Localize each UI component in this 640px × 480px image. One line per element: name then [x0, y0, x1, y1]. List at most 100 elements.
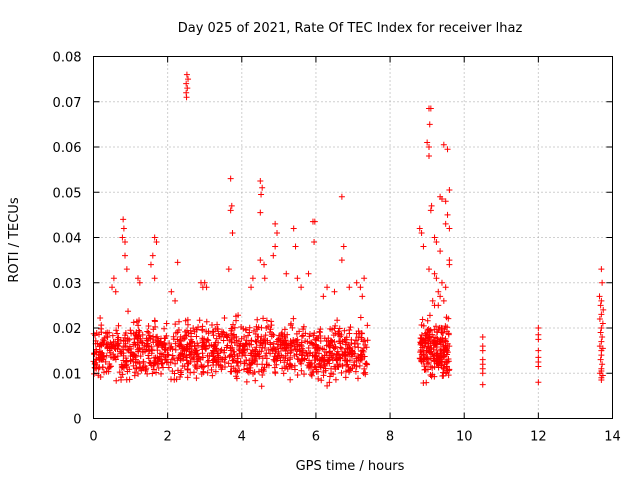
data-point [346, 327, 353, 334]
data-point [172, 329, 179, 336]
data-point [104, 365, 111, 372]
data-point [342, 374, 349, 381]
y-tick-label: 0.03 [53, 277, 82, 292]
data-point [190, 354, 197, 361]
data-point [342, 341, 349, 348]
data-point [250, 327, 257, 334]
data-point [435, 288, 442, 295]
data-point [353, 330, 360, 337]
data-point [248, 284, 255, 291]
data-point [174, 357, 181, 364]
data-point [228, 336, 235, 343]
data-point [272, 369, 279, 376]
data-point [429, 350, 436, 357]
data-point [158, 343, 165, 350]
data-point [248, 352, 255, 359]
data-point [437, 248, 444, 255]
data-point [231, 357, 238, 364]
data-point [281, 359, 288, 366]
data-point [294, 275, 301, 282]
data-point [426, 335, 433, 342]
data-point [224, 332, 231, 339]
data-point [309, 369, 316, 376]
data-point [221, 349, 228, 356]
data-point [301, 371, 308, 378]
data-point [332, 343, 339, 350]
data-point [114, 353, 121, 360]
data-point [599, 320, 606, 327]
data-point [241, 360, 248, 367]
data-point [181, 347, 188, 354]
data-point [203, 318, 210, 325]
data-point [151, 318, 158, 325]
data-point [327, 341, 334, 348]
data-point [598, 311, 605, 318]
data-point [254, 326, 261, 333]
data-point [98, 351, 105, 358]
data-point [298, 367, 305, 374]
data-point [341, 327, 348, 334]
data-point [355, 353, 362, 360]
data-point [298, 343, 305, 350]
data-point [446, 225, 453, 232]
data-point [258, 348, 265, 355]
data-point [218, 328, 225, 335]
data-point [431, 302, 438, 309]
data-point [210, 343, 217, 350]
data-point [427, 105, 434, 112]
data-point [169, 368, 176, 375]
data-point [334, 348, 341, 355]
x-tick-label: 2 [164, 430, 172, 445]
data-point [288, 364, 295, 371]
data-point [112, 288, 119, 295]
data-point [145, 323, 152, 330]
data-point [348, 350, 355, 357]
data-point [244, 368, 251, 375]
data-point [141, 342, 148, 349]
data-point [136, 317, 143, 324]
data-point [320, 356, 327, 363]
data-point [535, 336, 542, 343]
data-point [597, 329, 604, 336]
data-point [229, 357, 236, 364]
data-point [298, 333, 305, 340]
data-point [261, 261, 268, 268]
x-tick-labels: 0 2 4 6 8 10 12 14 [89, 430, 620, 445]
data-point [535, 363, 542, 370]
data-point [134, 336, 141, 343]
data-point [145, 329, 152, 336]
data-point [254, 350, 261, 357]
data-point [246, 357, 253, 364]
data-point [193, 333, 200, 340]
y-tick-label: 0.08 [53, 51, 82, 66]
x-tick-label: 10 [456, 430, 473, 445]
data-point [442, 335, 449, 342]
data-point [229, 229, 236, 236]
data-point [228, 202, 235, 209]
data-point [417, 347, 424, 354]
data-point [97, 314, 104, 321]
data-point [215, 330, 222, 337]
data-point [198, 371, 205, 378]
data-point [360, 345, 367, 352]
data-point [110, 275, 117, 282]
data-point [120, 225, 127, 232]
data-point [212, 326, 219, 333]
data-point [420, 336, 427, 343]
data-point [184, 366, 191, 373]
data-point [429, 371, 436, 378]
data-point [155, 365, 162, 372]
data-point [176, 343, 183, 350]
data-point [137, 353, 144, 360]
data-point [429, 297, 436, 304]
data-point [193, 363, 200, 370]
data-point [103, 352, 110, 359]
data-point [213, 335, 220, 342]
data-point [115, 340, 122, 347]
data-point [149, 370, 156, 377]
data-point [271, 345, 278, 352]
data-point [426, 121, 433, 128]
data-point [298, 284, 305, 291]
data-point [93, 329, 100, 336]
data-point [364, 337, 371, 344]
